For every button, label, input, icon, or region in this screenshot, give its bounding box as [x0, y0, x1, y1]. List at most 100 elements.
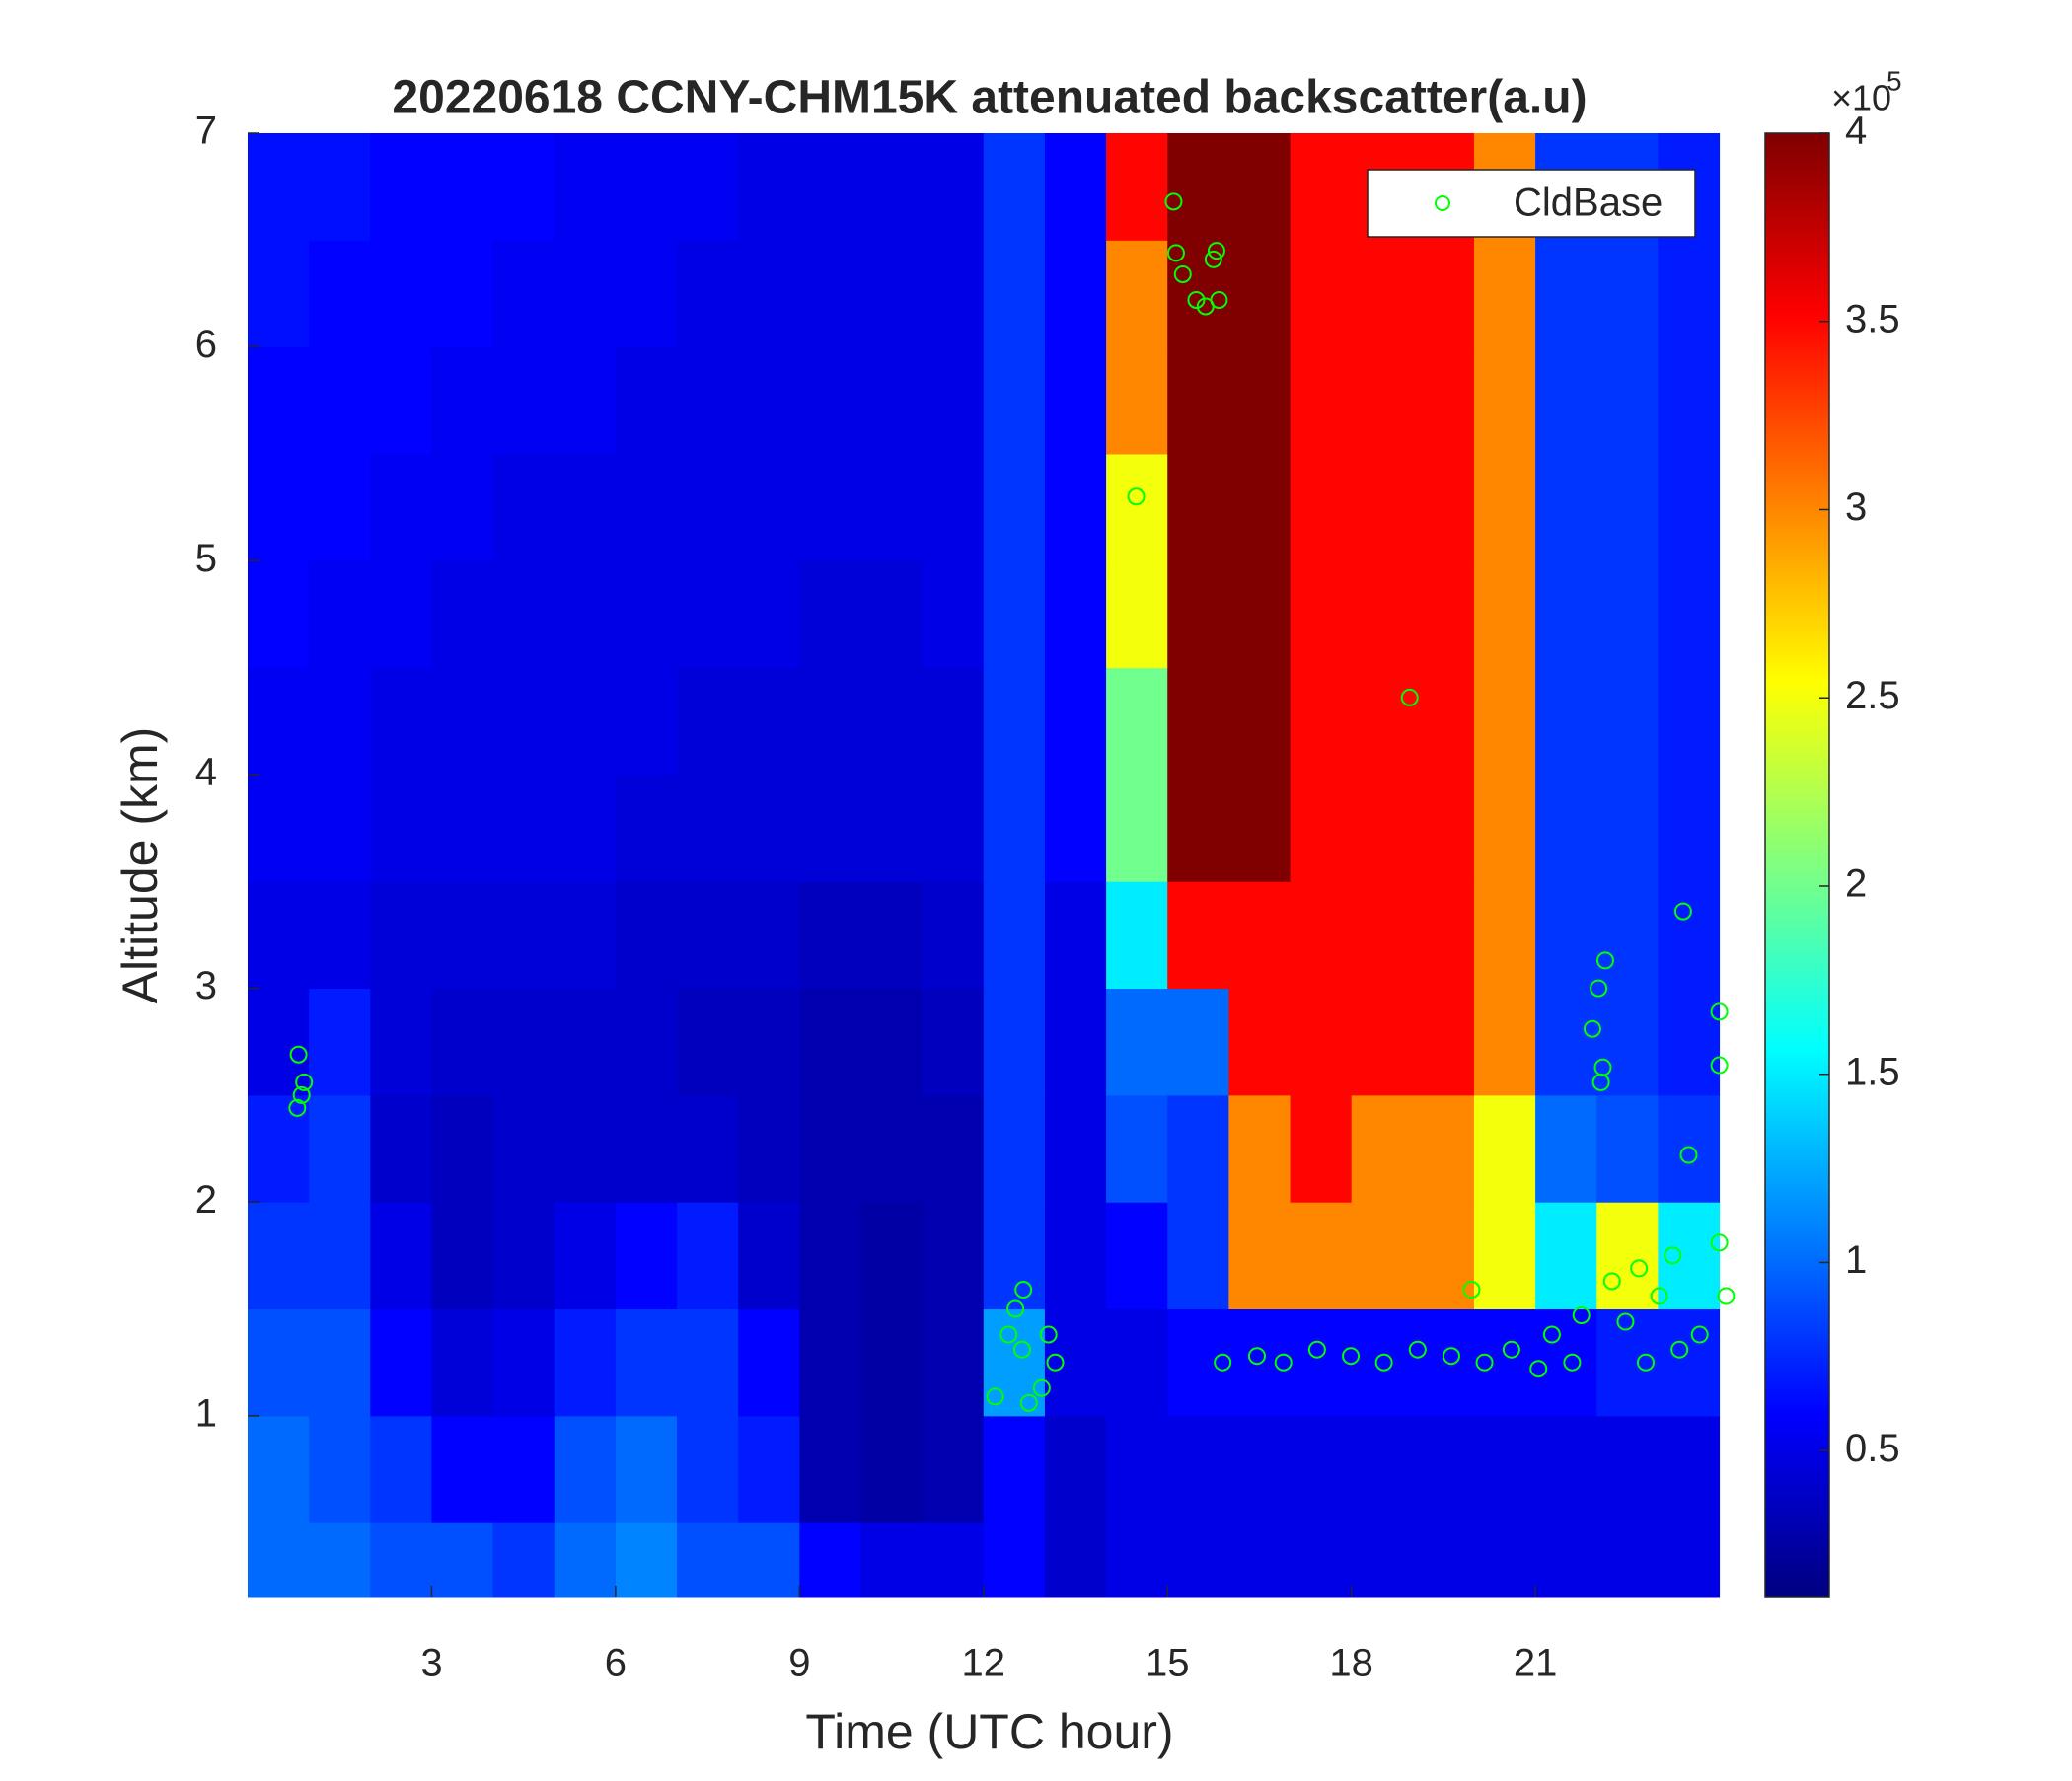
- heatmap-cell: [860, 346, 924, 455]
- heatmap-cell: [860, 988, 924, 1096]
- cloud-base-point: [292, 1085, 311, 1104]
- heatmap-cell: [431, 1202, 494, 1310]
- cloud-base-point: [1462, 1281, 1481, 1299]
- heatmap-cell: [1044, 1094, 1107, 1203]
- cloud-base-point: [1502, 1340, 1520, 1359]
- heatmap-cell: [1412, 1522, 1475, 1598]
- heatmap-cell: [1658, 774, 1721, 882]
- heatmap-cell: [922, 1415, 985, 1523]
- heatmap-cell: [554, 1308, 617, 1417]
- heatmap-cell: [860, 1202, 924, 1310]
- heatmap-cell: [492, 1308, 555, 1417]
- y-tick-label: 6: [195, 323, 217, 366]
- x-tick-label: 3: [420, 1642, 442, 1685]
- heatmap-cell: [1596, 881, 1659, 990]
- heatmap-cell: [1535, 453, 1597, 561]
- heatmap-cell: [554, 667, 617, 776]
- heatmap-cell: [1044, 667, 1107, 776]
- heatmap-cell: [1535, 881, 1597, 990]
- y-tick-label: 3: [195, 964, 217, 1007]
- heatmap-cell: [1658, 1415, 1721, 1523]
- heatmap-cell: [431, 881, 494, 990]
- heatmap-cell: [1044, 881, 1107, 990]
- heatmap-cell: [677, 1094, 739, 1203]
- heatmap-cell: [492, 453, 555, 561]
- heatmap-cell: [309, 1308, 371, 1417]
- cloud-base-point: [1204, 250, 1222, 268]
- heatmap-cell: [983, 1522, 1046, 1598]
- heatmap-cell: [248, 774, 310, 882]
- heatmap-cell: [677, 1522, 739, 1598]
- heatmap-cell: [799, 1308, 861, 1417]
- heatmap-cell: [983, 346, 1046, 455]
- heatmap-cell: [1044, 1308, 1107, 1417]
- cloud-base-point: [1210, 290, 1228, 309]
- heatmap-cell: [1596, 560, 1659, 669]
- cloud-base-point: [289, 1045, 308, 1064]
- cloud-base-point: [1583, 1019, 1601, 1038]
- heatmap-cell: [738, 453, 800, 561]
- heatmap-cell: [1473, 453, 1536, 561]
- heatmap-cell: [1412, 1415, 1475, 1523]
- heatmap-cell: [922, 133, 985, 241]
- heatmap-cell: [860, 240, 924, 348]
- y-tick-label: 1: [195, 1391, 217, 1435]
- heatmap-cell: [1106, 1308, 1168, 1417]
- heatmap-cell: [738, 667, 800, 776]
- heatmap-cell: [492, 988, 555, 1096]
- heatmap-cell: [677, 346, 739, 455]
- heatmap-cell: [431, 346, 494, 455]
- heatmap-cell: [677, 1202, 739, 1310]
- heatmap-cell: [1351, 346, 1414, 455]
- heatmap-cell: [309, 1415, 371, 1523]
- heatmap-cell: [309, 988, 371, 1096]
- x-tick-label: 21: [1514, 1642, 1558, 1685]
- colorbar-tick-label: 1.5: [1845, 1050, 1900, 1093]
- heatmap-cell: [1290, 240, 1353, 348]
- cloud-base-point: [1591, 1073, 1610, 1091]
- heatmap-cell: [615, 346, 678, 455]
- heatmap-cell: [554, 453, 617, 561]
- heatmap-cell: [1412, 240, 1475, 348]
- heatmap-cell: [309, 453, 371, 561]
- heatmap-cell: [370, 881, 432, 990]
- heatmap-cell: [615, 453, 678, 561]
- heatmap-cell: [554, 1522, 617, 1598]
- heatmap-cell: [431, 1522, 494, 1598]
- heatmap-cell: [1596, 240, 1659, 348]
- x-tick-label: 15: [1146, 1642, 1190, 1685]
- heatmap-cell: [799, 774, 861, 882]
- heatmap-cell: [922, 240, 985, 348]
- cloud-base-point: [1247, 1347, 1266, 1366]
- heatmap-cell: [1167, 1415, 1229, 1523]
- cloud-base-point: [1274, 1353, 1293, 1372]
- heatmap-cell: [1658, 1522, 1721, 1598]
- heatmap-cell: [860, 667, 924, 776]
- heatmap-cell: [1167, 1522, 1229, 1598]
- heatmap-cell: [1228, 988, 1292, 1096]
- heatmap-cell: [554, 240, 617, 348]
- heatmap-cell: [554, 133, 617, 241]
- heatmap-cell: [860, 1415, 924, 1523]
- heatmap-cell: [1351, 1094, 1414, 1203]
- heatmap-cell: [492, 133, 555, 241]
- heatmap-cell: [309, 1202, 371, 1310]
- heatmap-cell: [248, 1415, 310, 1523]
- heatmap-cell: [983, 988, 1046, 1096]
- cloud-base-point: [1673, 902, 1692, 921]
- heatmap-cell: [1412, 774, 1475, 882]
- heatmap-cell: [1290, 667, 1353, 776]
- cloud-base-point: [999, 1325, 1018, 1344]
- heatmap-cell: [554, 988, 617, 1096]
- heatmap-cell: [1658, 881, 1721, 990]
- heatmap-cell: [248, 133, 310, 241]
- heatmap-cell: [1596, 346, 1659, 455]
- heatmap-cell: [799, 560, 861, 669]
- cloud-base-point: [1400, 688, 1419, 706]
- heatmap-cell: [799, 453, 861, 561]
- heatmap-cell: [922, 774, 985, 882]
- heatmap-cell: [309, 1522, 371, 1598]
- colorbar-tick-label: 2: [1845, 862, 1867, 906]
- heatmap-cell: [248, 1202, 310, 1310]
- heatmap-cell: [738, 133, 800, 241]
